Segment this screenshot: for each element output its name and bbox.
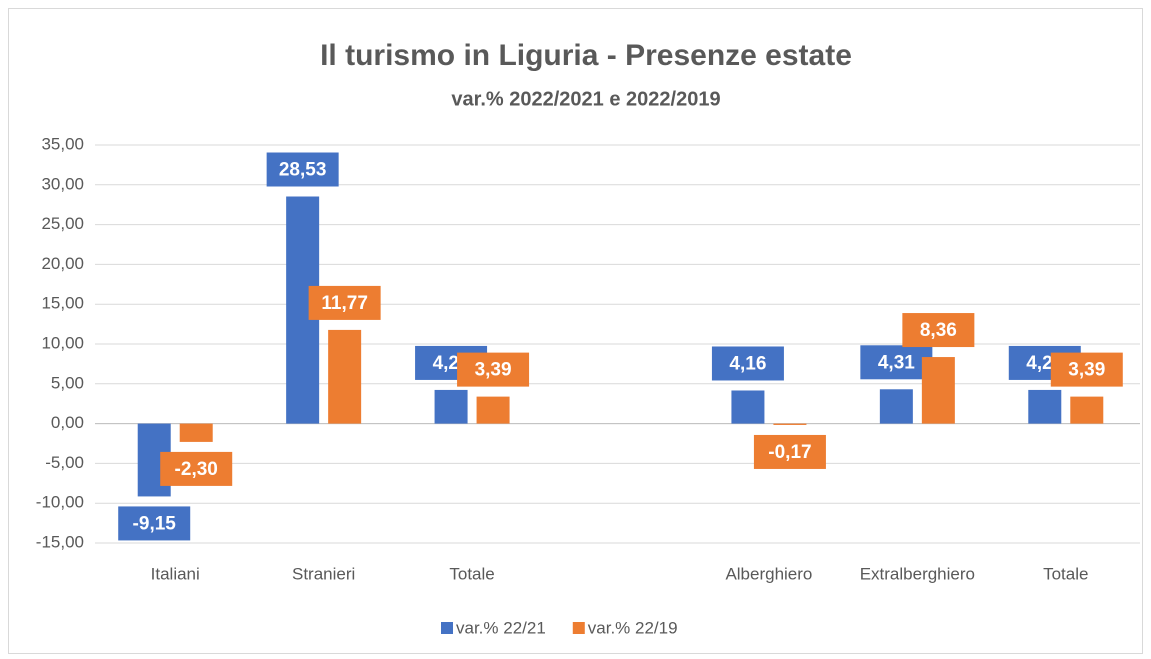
data-label-box xyxy=(308,285,381,320)
data-label: 8,36 xyxy=(920,320,957,341)
bar xyxy=(1070,396,1104,424)
y-tick-label: 20,00 xyxy=(41,254,84,273)
legend-swatch xyxy=(441,622,453,634)
bar xyxy=(434,389,468,424)
data-label: -0,17 xyxy=(768,442,811,463)
y-tick-label: 35,00 xyxy=(41,134,84,153)
bar xyxy=(773,423,807,425)
data-label-box xyxy=(860,345,933,380)
legend-swatch xyxy=(572,622,585,634)
y-tick-label: 5,00 xyxy=(51,373,84,392)
data-label-box xyxy=(457,352,530,387)
y-tick-label: 15,00 xyxy=(41,294,84,313)
data-label: 11,77 xyxy=(321,293,368,314)
chart-title: Il turismo in Liguria - Presenze estate xyxy=(320,39,852,72)
data-label: 3,39 xyxy=(475,360,512,381)
data-label-box xyxy=(1050,352,1123,387)
bar xyxy=(879,389,913,424)
x-tick-label: Alberghiero xyxy=(725,564,812,583)
bar xyxy=(921,357,955,424)
bar xyxy=(179,423,213,442)
bar xyxy=(476,396,510,424)
bar xyxy=(731,390,765,424)
y-tick-label: 0,00 xyxy=(51,413,84,432)
bar xyxy=(1028,389,1062,424)
y-tick-label: -10,00 xyxy=(36,493,84,512)
data-label: 28,53 xyxy=(279,160,327,181)
data-label-box xyxy=(753,434,826,469)
y-tick-label: -5,00 xyxy=(45,453,84,472)
y-tick-label: 10,00 xyxy=(41,333,84,352)
data-label: 3,39 xyxy=(1068,360,1105,381)
data-label: 4,31 xyxy=(878,352,915,373)
data-label: 4,16 xyxy=(729,354,766,375)
y-tick-label: 30,00 xyxy=(41,174,84,193)
data-label-box xyxy=(902,313,975,348)
x-tick-label: Totale xyxy=(1043,564,1088,583)
data-label: -2,30 xyxy=(175,459,218,480)
x-tick-label: Italiani xyxy=(151,564,200,583)
chart-subtitle: var.% 2022/2021 e 2022/2019 xyxy=(451,88,720,110)
y-tick-label: -15,00 xyxy=(36,532,84,551)
data-label-box xyxy=(160,451,233,486)
x-tick-label: Totale xyxy=(449,564,494,583)
data-label-box xyxy=(118,506,191,541)
legend-label: var.% 22/21 xyxy=(456,618,546,637)
legend-label: var.% 22/19 xyxy=(588,618,678,637)
bar xyxy=(328,329,362,424)
data-label-box xyxy=(266,152,339,187)
data-label-box xyxy=(711,346,784,381)
x-tick-label: Stranieri xyxy=(292,564,355,583)
data-label: -9,15 xyxy=(133,513,177,534)
x-tick-label: Extralberghiero xyxy=(860,564,975,583)
y-tick-label: 25,00 xyxy=(41,214,84,233)
